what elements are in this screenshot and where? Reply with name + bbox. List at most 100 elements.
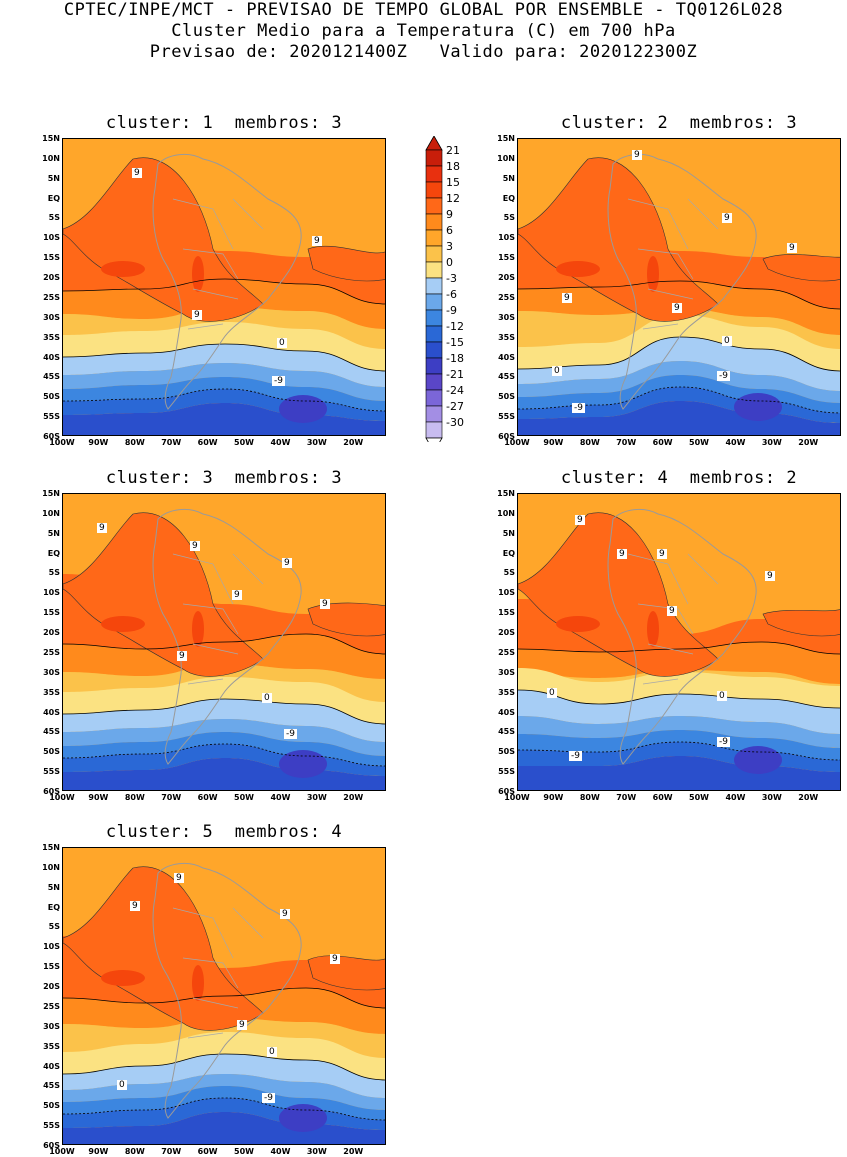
lat-tick-label: 30S — [43, 667, 60, 677]
lat-tick-label: 5S — [503, 213, 515, 223]
contour-label: 0 — [717, 691, 727, 701]
colorbar-tick-label: 3 — [446, 240, 453, 253]
lat-tick-label: 60S — [498, 787, 515, 796]
contour-label: 9 — [320, 599, 330, 609]
contour-label: 9 — [562, 293, 572, 303]
panel-title-4: cluster: 4 membros: 2 — [560, 468, 798, 488]
lat-tick-label: 15N — [497, 134, 515, 143]
lon-tick-label: 100W — [49, 1147, 75, 1156]
lat-tick-label: 15S — [43, 608, 60, 618]
lat-tick-label: EQ — [502, 548, 515, 558]
lat-tick-label: 35S — [43, 332, 60, 342]
lat-tick-label: 20S — [498, 628, 515, 638]
lat-tick-label: 25S — [43, 292, 60, 302]
colorbar-tick-label: 18 — [446, 160, 460, 173]
lat-tick-label: 10N — [42, 153, 60, 163]
contour-label: 9 — [282, 558, 292, 568]
colorbar-tick-label: -24 — [446, 384, 464, 397]
contour-label: 9 — [672, 303, 682, 313]
colorbar-tick-label: 0 — [446, 256, 453, 269]
lat-tick-label: 20S — [43, 982, 60, 992]
lat-tick-label: 10S — [43, 942, 60, 952]
lon-tick-label: 100W — [504, 438, 530, 447]
contour-label: 9 — [632, 150, 642, 160]
colorbar — [424, 135, 444, 453]
contour-label: 9 — [280, 909, 290, 919]
lon-tick-label: 90W — [543, 438, 564, 447]
lat-tick-label: 55S — [43, 412, 60, 422]
lat-tick-label: 15N — [42, 843, 60, 852]
lat-tick-label: 60S — [43, 787, 60, 796]
lon-tick-label: 30W — [761, 438, 782, 447]
lat-tick-label: 45S — [498, 372, 515, 382]
lat-tick-label: 45S — [43, 1081, 60, 1091]
lat-tick-label: 30S — [43, 312, 60, 322]
contour-label: -9 — [284, 729, 297, 739]
lat-tick-label: 30S — [43, 1021, 60, 1031]
contour-label: 9 — [232, 590, 242, 600]
lat-tick-label: EQ — [47, 902, 60, 912]
lat-tick-label: 15S — [43, 253, 60, 263]
lat-tick-label: 5N — [47, 528, 60, 538]
contour-label: 9 — [130, 901, 140, 911]
lat-tick-label: 35S — [498, 332, 515, 342]
lon-tick-label: 70W — [161, 793, 182, 802]
lat-tick-label: 10N — [497, 153, 515, 163]
lat-tick-label: 60S — [43, 432, 60, 441]
lon-tick-label: 90W — [88, 438, 109, 447]
contour-label: 0 — [262, 693, 272, 703]
lat-tick-label: 50S — [498, 747, 515, 757]
lon-tick-label: 80W — [579, 438, 600, 447]
contour-label: 9 — [312, 236, 322, 246]
lon-tick-label: 90W — [88, 793, 109, 802]
lon-tick-label: 30W — [306, 793, 327, 802]
panel-title-5: cluster: 5 membros: 4 — [105, 822, 343, 842]
contour-label: 0 — [277, 338, 287, 348]
colorbar-tick-label: -6 — [446, 288, 457, 301]
lon-tick-label: 20W — [343, 1147, 364, 1156]
lat-tick-label: 35S — [43, 687, 60, 697]
lat-tick-label: 55S — [498, 412, 515, 422]
lat-tick-label: 5S — [48, 922, 60, 932]
contour-label: 9 — [575, 515, 585, 525]
panel-title-2: cluster: 2 membros: 3 — [560, 113, 798, 133]
contour-label: 0 — [722, 336, 732, 346]
lat-tick-label: 30S — [498, 312, 515, 322]
contour-label: 9 — [617, 549, 627, 559]
contour-label: 0 — [117, 1080, 127, 1090]
lat-tick-label: 55S — [498, 767, 515, 777]
lon-tick-label: 20W — [343, 793, 364, 802]
contour-label: 9 — [722, 213, 732, 223]
lat-tick-label: 5N — [47, 173, 60, 183]
lat-tick-label: 45S — [43, 372, 60, 382]
lon-tick-label: 90W — [88, 1147, 109, 1156]
lon-tick-label: 30W — [306, 438, 327, 447]
lat-tick-label: 60S — [498, 432, 515, 441]
lat-tick-label: 10S — [498, 588, 515, 598]
lat-tick-label: EQ — [502, 193, 515, 203]
lon-tick-label: 40W — [270, 438, 291, 447]
lat-tick-label: 50S — [43, 392, 60, 402]
lon-tick-label: 70W — [161, 1147, 182, 1156]
colorbar-tick-label: 9 — [446, 208, 453, 221]
colorbar-tick-label: 12 — [446, 192, 460, 205]
lon-tick-label: 100W — [49, 793, 75, 802]
lon-tick-label: 60W — [652, 793, 673, 802]
lat-tick-label: 45S — [43, 727, 60, 737]
lat-tick-label: 35S — [43, 1041, 60, 1051]
colorbar-tick-label: -30 — [446, 416, 464, 429]
lat-tick-label: 50S — [43, 747, 60, 757]
colorbar-tick-label: 21 — [446, 144, 460, 157]
colorbar-tick-label: 6 — [446, 224, 453, 237]
lon-tick-label: 80W — [124, 1147, 145, 1156]
contour-label: 9 — [190, 541, 200, 551]
lat-tick-label: 10N — [497, 508, 515, 518]
colorbar-tick-label: -21 — [446, 368, 464, 381]
map-panel-4 — [517, 493, 841, 791]
lat-tick-label: 5N — [502, 173, 515, 183]
contour-label: 0 — [547, 688, 557, 698]
lat-tick-label: 60S — [43, 1141, 60, 1150]
lat-tick-label: 15N — [42, 489, 60, 498]
colorbar-tick-label: -12 — [446, 320, 464, 333]
lat-tick-label: EQ — [47, 548, 60, 558]
